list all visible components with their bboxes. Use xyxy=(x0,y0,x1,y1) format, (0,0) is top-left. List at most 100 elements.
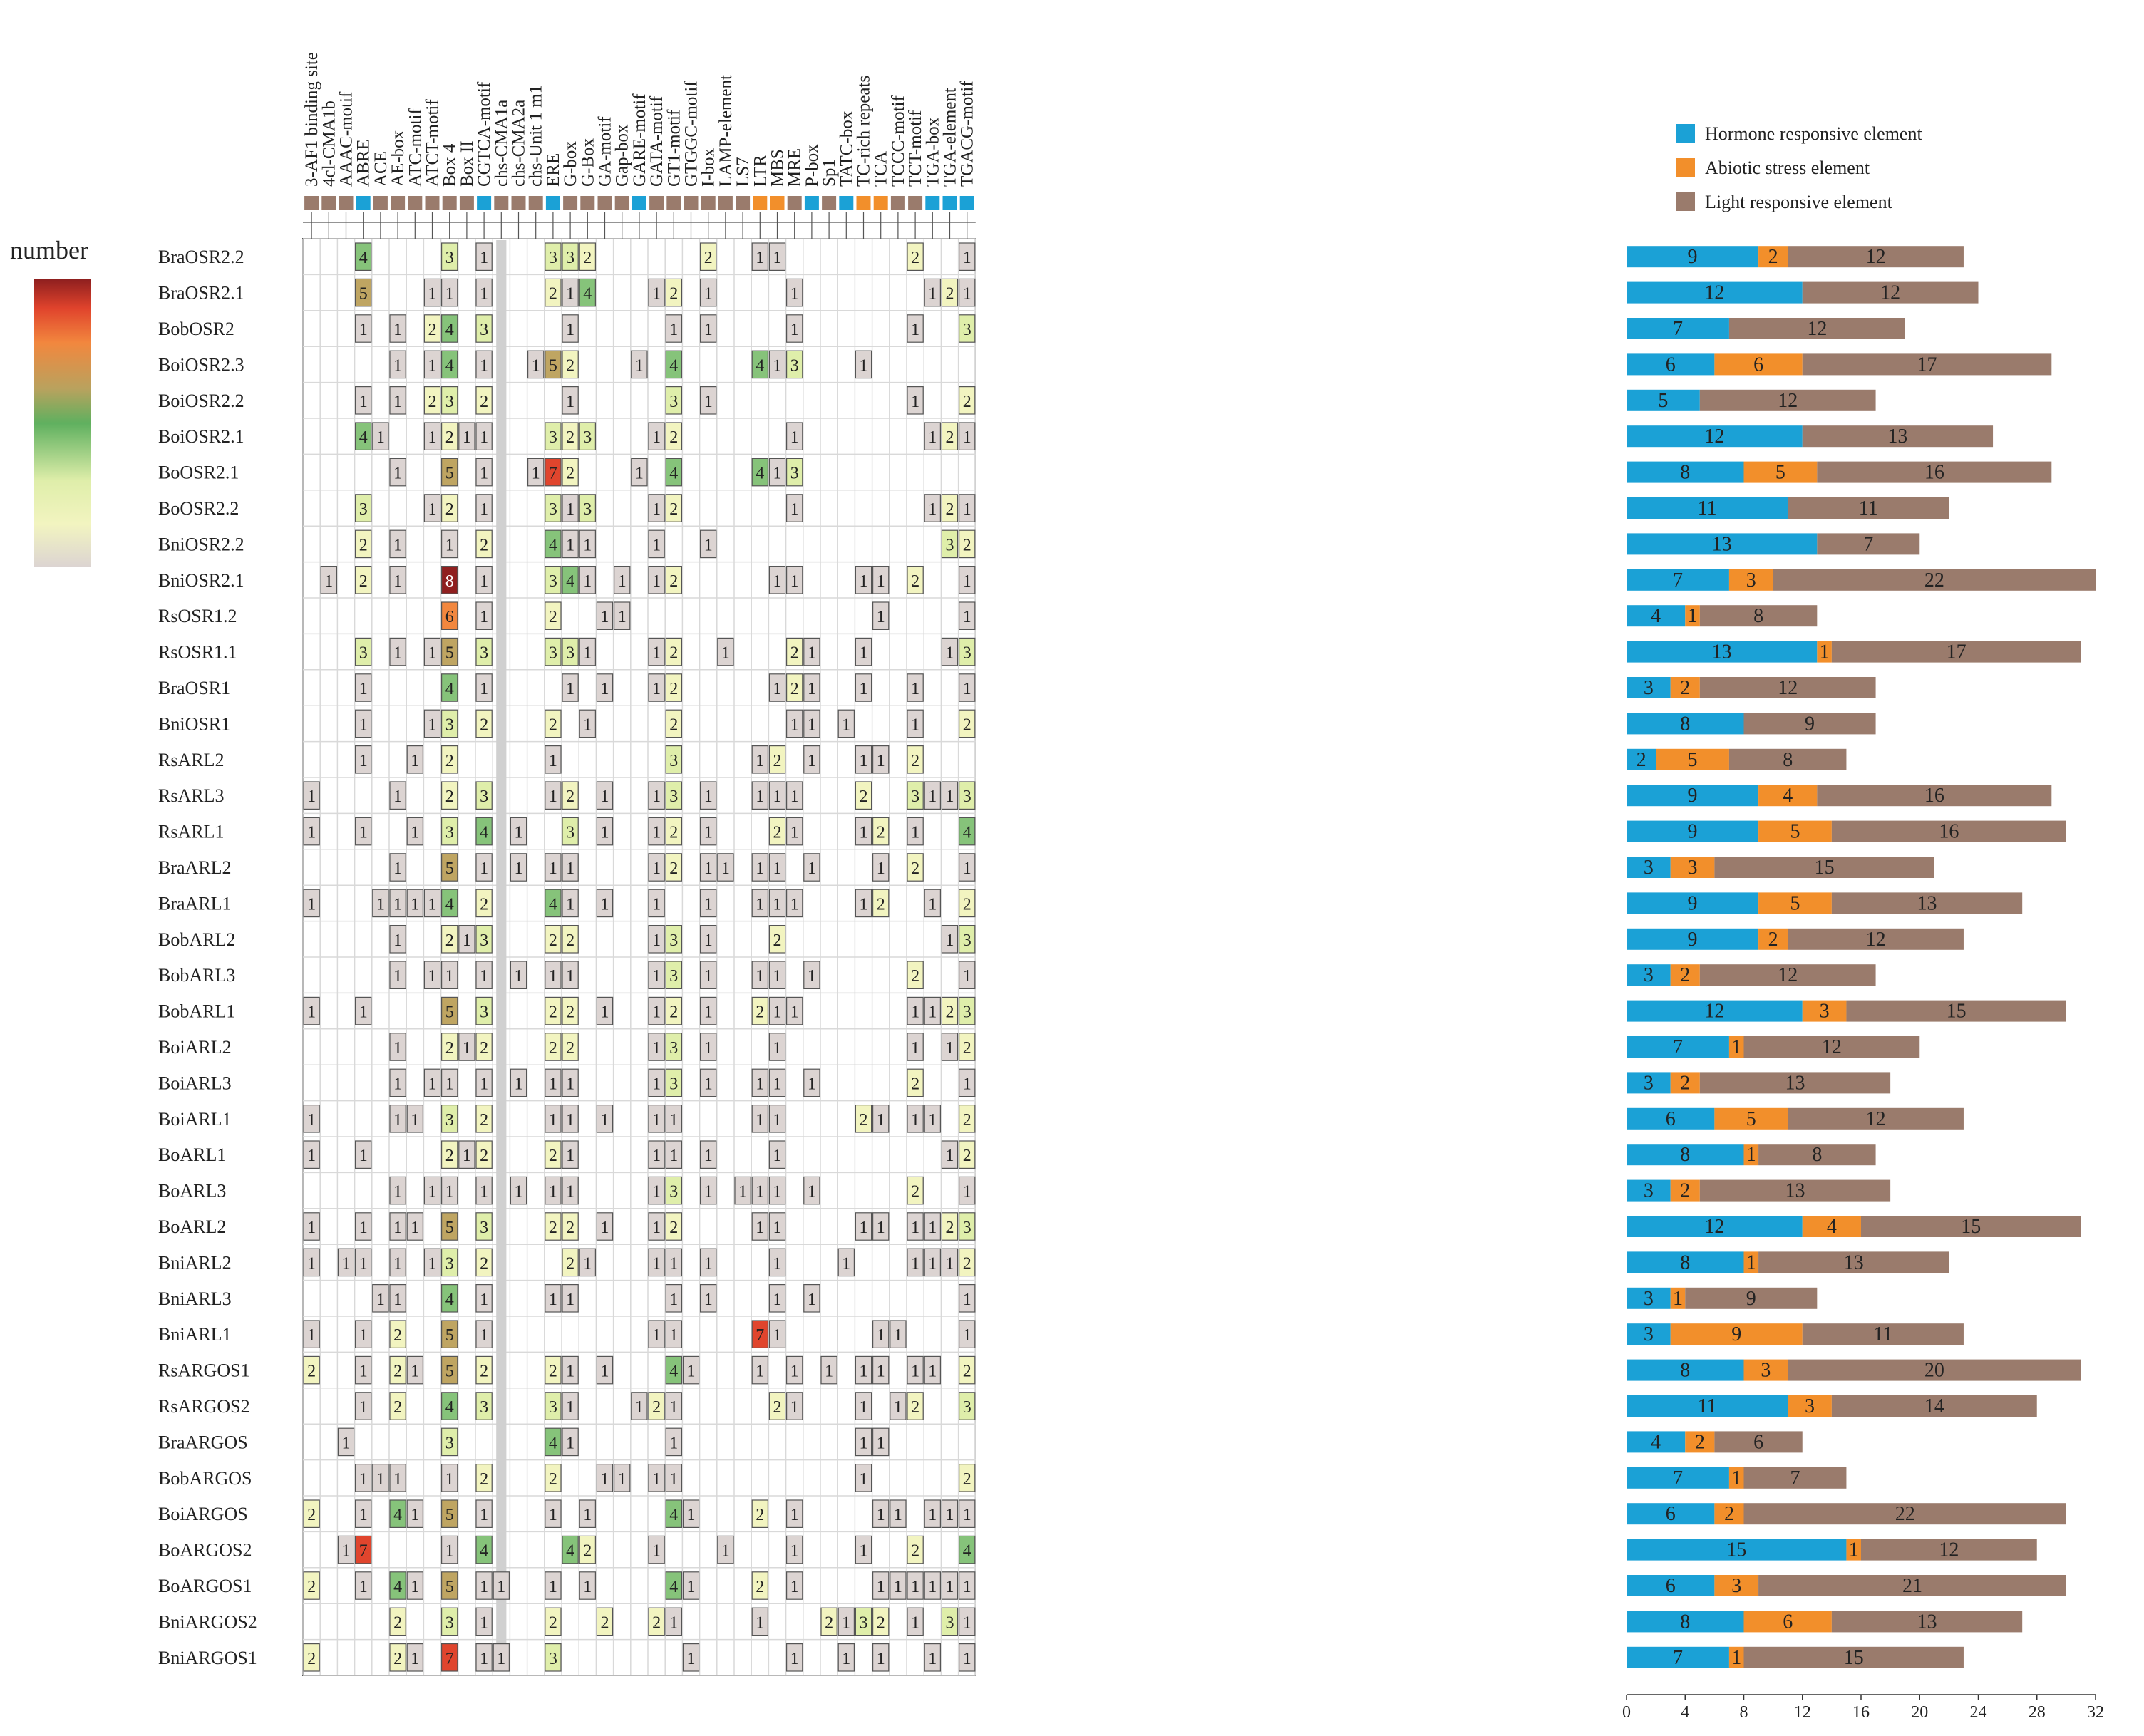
heatmap-cell: 1 xyxy=(768,889,786,918)
bar-x-tick-label: 20 xyxy=(1911,1703,1928,1722)
heatmap-cell-value: 1 xyxy=(307,1147,316,1165)
bar-segment-value: 2 xyxy=(1680,1180,1690,1202)
heatmap-cell-value: 1 xyxy=(445,1183,454,1202)
heatmap-cell: 3 xyxy=(440,1427,458,1457)
heatmap-cell: 4 xyxy=(355,422,372,451)
heatmap-cell-value: 1 xyxy=(480,1291,488,1309)
heatmap-cell: 7 xyxy=(355,1535,372,1564)
heatmap-cell-value: 1 xyxy=(877,1578,885,1596)
heatmap-cell-value: 1 xyxy=(773,572,782,591)
heatmap-cell: 1 xyxy=(872,1643,890,1672)
heatmap-cell-value: 1 xyxy=(393,931,402,950)
heatmap-cell: 1 xyxy=(562,314,579,343)
heatmap-cell: 4 xyxy=(562,565,579,594)
heatmap-cell-value: 1 xyxy=(601,1363,609,1381)
heatmap-cell-value: 1 xyxy=(669,1326,678,1345)
heatmap-cell-value: 1 xyxy=(963,967,972,986)
heatmap-cell-value: 1 xyxy=(566,1111,574,1130)
heatmap-cell-value: 1 xyxy=(393,1254,402,1273)
heatmap-cell-value: 1 xyxy=(393,572,402,591)
heatmap-cell-value: 1 xyxy=(773,249,782,267)
column-label: 3-AF1 binding site xyxy=(302,52,321,187)
heatmap-cell-value: 1 xyxy=(704,967,713,986)
bar-segment-value: 6 xyxy=(1666,353,1676,376)
bar-segment-abiotic: 4 xyxy=(1758,785,1818,807)
heatmap-cell: 1 xyxy=(768,1176,786,1205)
heatmap-cell-value: 1 xyxy=(393,1183,402,1202)
heatmap-cell-value: 1 xyxy=(860,752,868,770)
heatmap-cell-value: 1 xyxy=(704,1254,713,1273)
bar-segment-value: 1 xyxy=(1731,1467,1741,1489)
heatmap-cell-value: 1 xyxy=(721,1542,730,1561)
column-label: GT1-motif xyxy=(664,109,684,187)
heatmap-cell: 3 xyxy=(579,422,597,451)
heatmap-cell-value: 2 xyxy=(946,1003,954,1022)
heatmap-cell: 1 xyxy=(665,314,683,343)
heatmap-cell: 2 xyxy=(303,1355,320,1385)
heatmap-cell: 3 xyxy=(562,637,579,666)
heatmap-cell-value: 2 xyxy=(773,824,782,842)
heatmap-cell: 1 xyxy=(717,1535,734,1564)
heatmap-cell-value: 1 xyxy=(928,1578,937,1596)
heatmap-cell: 2 xyxy=(665,278,683,307)
heatmap-cell-value: 2 xyxy=(566,465,574,483)
heatmap-cell: 2 xyxy=(785,673,803,702)
heatmap-cell: 1 xyxy=(872,1427,890,1457)
heatmap-cell-value: 1 xyxy=(773,967,782,986)
bar-segment-value: 3 xyxy=(1805,1395,1815,1417)
heatmap-cell-value: 5 xyxy=(549,356,557,375)
heatmap-cell-value: 2 xyxy=(756,1578,764,1596)
heatmap-cell-value: 2 xyxy=(583,249,592,267)
column-category-marker xyxy=(942,196,957,210)
bar-segment-light: 12 xyxy=(1788,246,1964,268)
heatmap-cell: 4 xyxy=(665,1499,683,1529)
heatmap-cell: 2 xyxy=(648,1607,665,1636)
bar-segment-value: 16 xyxy=(1924,462,1944,484)
heatmap-cell-value: 1 xyxy=(583,715,592,734)
row-label: BoiARL3 xyxy=(158,1073,232,1093)
heatmap-cell-value: 2 xyxy=(445,752,454,770)
heatmap-cell-value: 1 xyxy=(946,1039,954,1058)
heatmap-cell: 1 xyxy=(924,1643,941,1672)
heatmap-cell-value: 1 xyxy=(549,752,557,770)
heatmap-cell: 7 xyxy=(751,1320,768,1349)
bar-segment-value: 9 xyxy=(1688,821,1698,843)
heatmap-cell: 2 xyxy=(475,386,493,415)
heatmap-cell: 1 xyxy=(734,1176,751,1205)
row-label: BobARL1 xyxy=(158,1001,235,1022)
bar-segment-value: 7 xyxy=(1673,1467,1683,1489)
heatmap-color-legend: number xyxy=(10,236,91,567)
bar-segment-abiotic: 2 xyxy=(1758,928,1788,951)
column-category-marker xyxy=(425,196,440,210)
heatmap-cell-value: 1 xyxy=(635,1398,644,1417)
heatmap-cell: 1 xyxy=(562,1392,579,1420)
heatmap-cell-value: 2 xyxy=(652,1613,661,1632)
row-label: BniARGOS2 xyxy=(158,1611,257,1632)
heatmap-cell-value: 3 xyxy=(480,1219,488,1237)
heatmap-cell: 1 xyxy=(648,1248,665,1277)
heatmap-cell: 1 xyxy=(579,1499,597,1529)
heatmap-cell-value: 1 xyxy=(790,321,799,339)
heatmap-cell: 2 xyxy=(907,242,924,272)
heatmap-cell: 2 xyxy=(768,924,786,954)
heatmap-cell: 1 xyxy=(699,1140,717,1169)
heatmap-cell-value: 1 xyxy=(549,1578,557,1596)
heatmap-cell-value: 1 xyxy=(359,1363,368,1381)
row-label: BniARGOS1 xyxy=(158,1648,257,1668)
heatmap-cell: 1 xyxy=(924,1212,941,1241)
heatmap-cell: 1 xyxy=(907,314,924,343)
heatmap-cell-value: 2 xyxy=(307,1506,316,1524)
heatmap-cell-value: 1 xyxy=(756,1613,764,1632)
bar-segment-light: 8 xyxy=(1728,748,1847,771)
heatmap-cell: 1 xyxy=(475,458,493,487)
bar-segment-abiotic: 5 xyxy=(1743,461,1818,484)
heatmap-cell-value: 1 xyxy=(601,1111,609,1130)
heatmap-cell: 2 xyxy=(820,1607,838,1636)
heatmap-cell: 1 xyxy=(907,817,924,846)
heatmap-cell: 1 xyxy=(596,889,614,918)
heatmap-cell: 2 xyxy=(907,745,924,774)
bar-x-axis: 0 4 8 12 16 20 24 28 32 xyxy=(1622,1694,2104,1722)
heatmap-cell: 4 xyxy=(562,1535,579,1564)
heatmap-cell-value: 1 xyxy=(963,1650,972,1668)
heatmap-cell-value: 4 xyxy=(583,285,592,304)
